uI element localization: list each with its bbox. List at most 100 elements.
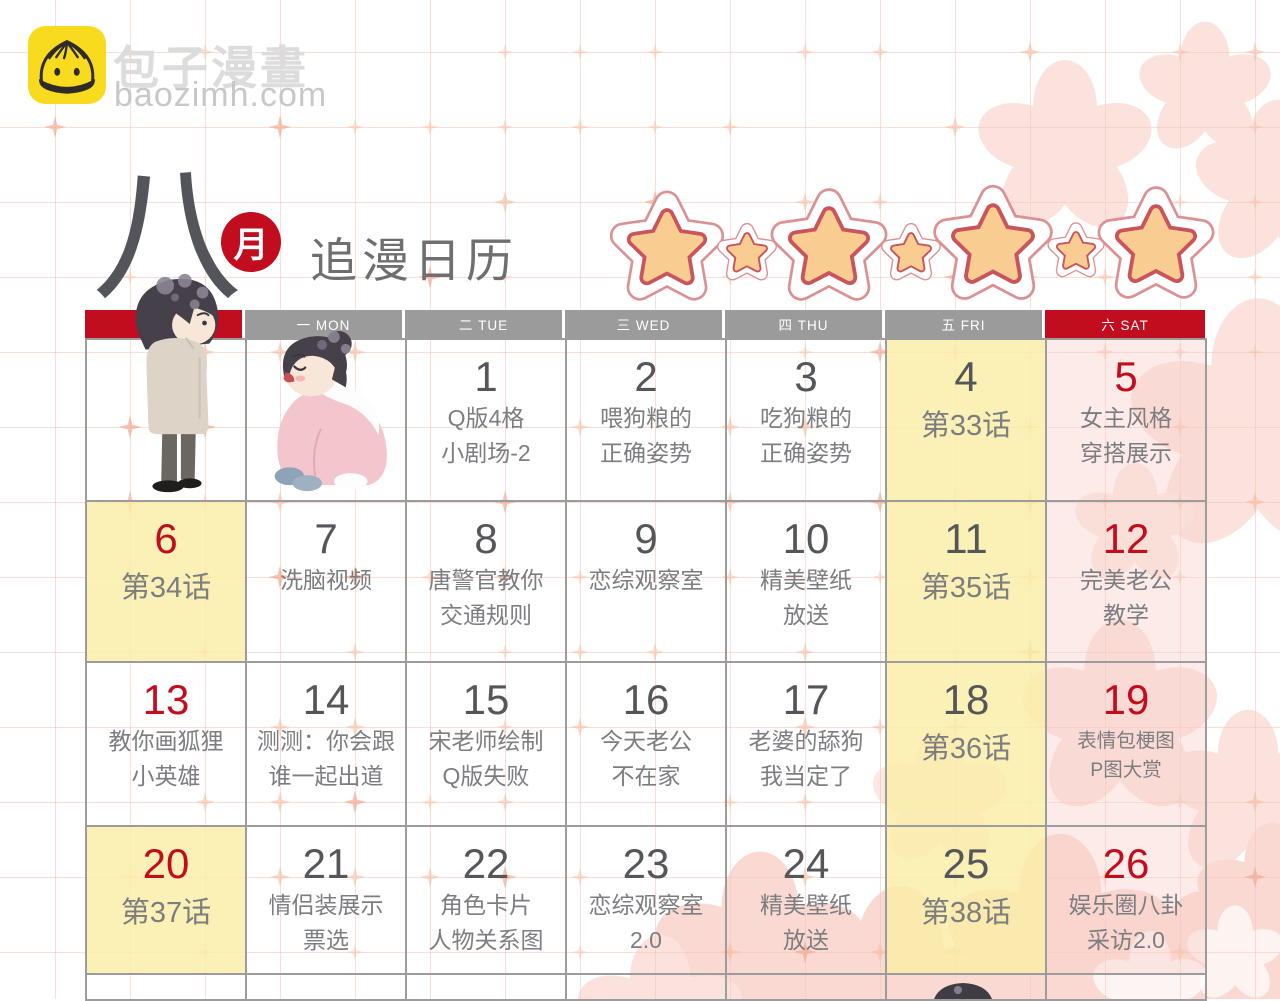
date-number: 24	[727, 840, 885, 887]
date-number: 12	[1047, 515, 1205, 562]
date-number: 5	[1047, 353, 1205, 400]
sparkle-decoration	[1172, 194, 1188, 210]
date-number: 8	[407, 515, 565, 562]
sparkle-decoration	[721, 268, 739, 286]
date-number: 11	[887, 515, 1045, 562]
sparkle-decoration	[44, 116, 66, 138]
event-title: 第38话	[887, 892, 1045, 936]
star-icon	[888, 230, 934, 274]
sparkle-decoration	[945, 117, 966, 138]
sparkle-decoration	[1247, 269, 1264, 286]
sparkle-decoration	[647, 44, 664, 61]
event-title: 恋综观察室	[567, 563, 725, 598]
event-title: 女主风格穿搭展示	[1047, 401, 1205, 470]
flower-decoration	[1188, 100, 1280, 272]
baozimh-logo[interactable]	[28, 26, 106, 104]
calendar-cell-empty	[887, 975, 1047, 1001]
calendar-cell-empty	[87, 340, 247, 502]
date-number: 1	[407, 353, 565, 400]
sparkle-decoration	[647, 269, 663, 285]
sparkle-decoration	[269, 116, 292, 139]
sparkle-decoration	[572, 44, 588, 60]
star-icon	[623, 204, 711, 288]
month-badge: 月	[221, 212, 281, 272]
event-title: 吃狗粮的正确姿势	[727, 401, 885, 470]
sparkle-decoration	[1171, 43, 1189, 61]
date-number: 22	[407, 840, 565, 887]
sparkle-decoration	[1170, 267, 1190, 287]
date-number: 15	[407, 676, 565, 723]
date-number: 23	[567, 840, 725, 887]
flower-decoration	[970, 60, 1161, 241]
date-number: 3	[727, 353, 885, 400]
sparkle-decoration	[1247, 119, 1263, 135]
sparkle-decoration	[1021, 268, 1039, 286]
date-number: 13	[87, 676, 245, 723]
sparkle-decoration	[1247, 344, 1263, 360]
brand-domain: baozimh.com	[114, 76, 327, 115]
sparkle-decoration	[494, 191, 516, 213]
weekday-header-sat: 六 SAT	[1045, 310, 1205, 338]
event-title: 喂狗粮的正确姿势	[567, 401, 725, 470]
sparkle-decoration	[871, 193, 889, 211]
date-number: 4	[887, 353, 1045, 400]
event-title: 情侣装展示票选	[247, 888, 405, 957]
weekday-header-mon: 一 MON	[245, 310, 405, 338]
sparkle-decoration	[795, 192, 815, 212]
sparkle-decoration	[497, 119, 514, 136]
calendar-cell-empty	[87, 975, 247, 1001]
date-number: 19	[1047, 676, 1205, 723]
event-title: 洗脑视频	[247, 563, 405, 598]
date-number: 25	[887, 840, 1045, 887]
star-icon	[1111, 200, 1201, 285]
date-number: 17	[727, 676, 885, 723]
page-title: 追漫日历	[310, 222, 518, 291]
calendar-cell-empty	[567, 975, 727, 1001]
calendar-cell-empty	[727, 975, 887, 1001]
calendar-cell-empty	[247, 340, 407, 502]
event-title: 第34话	[87, 567, 245, 611]
sparkle-decoration	[944, 266, 967, 289]
calendar-cell-empty	[247, 975, 407, 1001]
event-title: 第37话	[87, 892, 245, 936]
weekday-header-fri: 五 FRI	[885, 310, 1045, 338]
sparkle-decoration	[571, 118, 589, 136]
date-number: 9	[567, 515, 725, 562]
sparkle-decoration	[1245, 42, 1265, 62]
star-icon	[947, 199, 1039, 286]
event-title: 老婆的舔狗我当定了	[727, 724, 885, 793]
sparkle-decoration	[871, 43, 889, 61]
sparkle-decoration	[422, 119, 439, 136]
event-title: 精美壁纸放送	[727, 563, 885, 632]
weekday-header-thu: 四 THU	[725, 310, 885, 338]
event-title: 唐警官教你交通规则	[407, 563, 565, 632]
event-title: 角色卡片人物关系图	[407, 888, 565, 957]
event-title: Q版4格小剧场-2	[407, 401, 565, 470]
calendar-cell-empty	[1047, 975, 1207, 1001]
sparkle-decoration	[796, 43, 814, 61]
sparkle-decoration	[721, 118, 739, 136]
star-icon	[724, 230, 770, 274]
weekday-header-tue: 二 TUE	[405, 310, 565, 338]
event-title: 第35话	[887, 567, 1045, 611]
date-number: 16	[567, 676, 725, 723]
event-title: 娱乐圈八卦采访2.0	[1047, 888, 1205, 957]
calendar-cell-day-11: 11 第35话	[887, 502, 1047, 663]
